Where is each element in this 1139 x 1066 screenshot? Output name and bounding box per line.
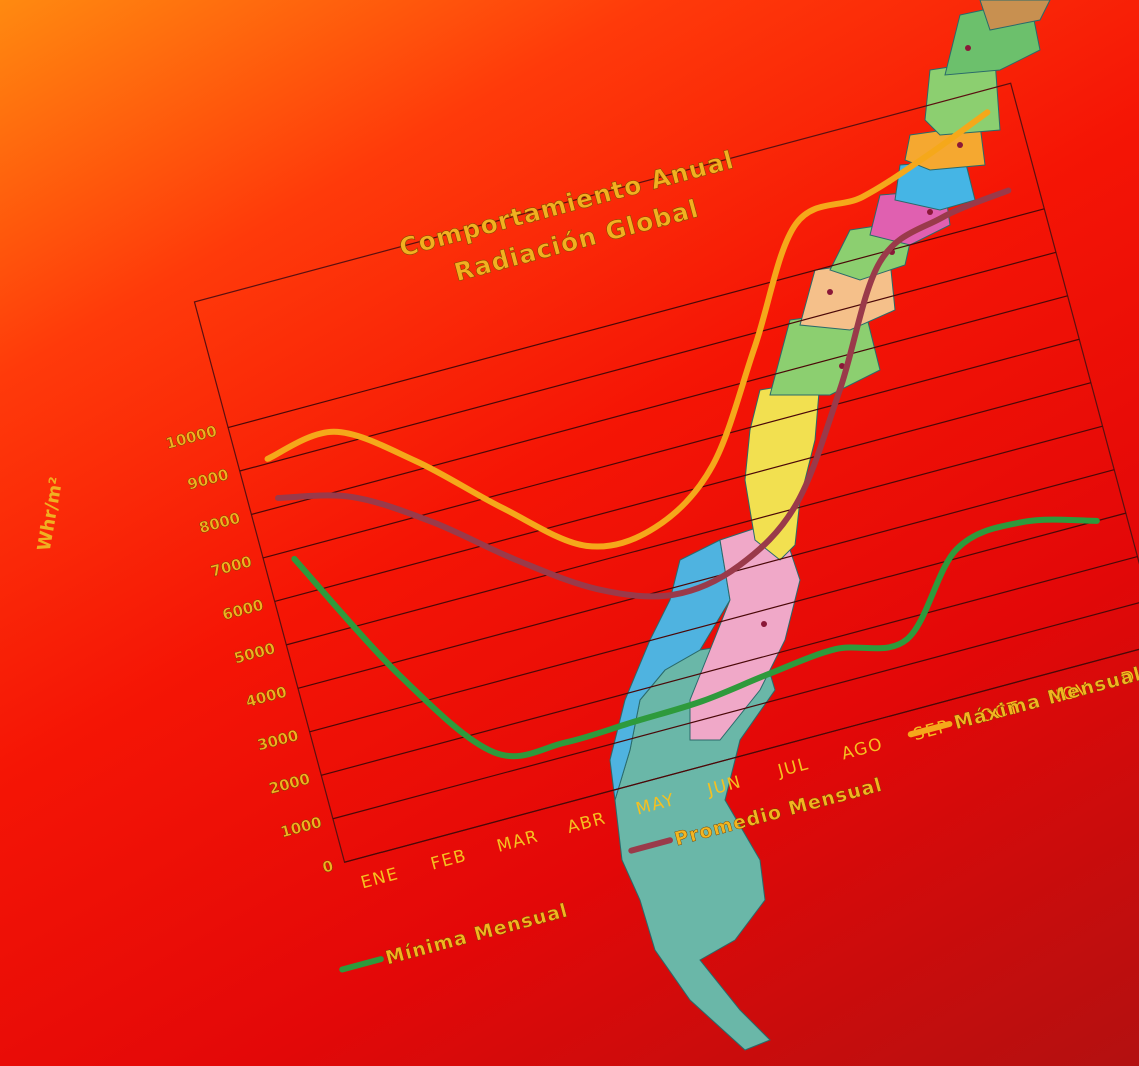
gridline [262, 338, 1080, 559]
y-tick-label: 5000 [232, 639, 277, 667]
map-city-dot [761, 621, 767, 627]
gridline [274, 382, 1092, 602]
x-tick-label: ABR [565, 808, 608, 838]
gridline [286, 425, 1103, 646]
y-tick-label: 9000 [185, 465, 230, 493]
y-tick-label: 8000 [197, 509, 242, 537]
legend-swatch [628, 837, 673, 854]
legend-label: Máxima Mensual [952, 663, 1139, 734]
y-tick-label: 6000 [220, 596, 265, 624]
y-axis-label: Whr/m² [34, 475, 68, 552]
x-tick-label: MAR [495, 826, 541, 856]
series-line-0 [291, 516, 1100, 760]
y-axis-ticks: 0 1000 2000 3000 4000 5000 6000 7000 8000 9000 100… [164, 422, 336, 877]
gridline [239, 251, 1057, 472]
y-tick-label: 3000 [255, 726, 300, 754]
map-city-dot [957, 142, 963, 148]
x-tick-label: JUL [775, 754, 812, 782]
map-city-dot [827, 289, 833, 295]
y-tick-label: 0 [321, 857, 336, 877]
gridline [251, 295, 1068, 516]
map-region-north [979, 0, 1051, 31]
legend-swatch [907, 720, 953, 738]
gridline [297, 469, 1115, 689]
y-tick-label: 1000 [279, 813, 324, 841]
gridline [321, 555, 1138, 776]
gridline [309, 512, 1126, 733]
gridlines [227, 208, 1139, 863]
x-tick-label: ENE [359, 864, 402, 893]
map-city-dot [839, 363, 845, 369]
y-tick-label: 2000 [267, 770, 312, 798]
y-tick-label: 10000 [164, 422, 219, 453]
y-tick-label: 7000 [209, 552, 254, 580]
map-city-dot [927, 209, 933, 215]
y-tick-label: 4000 [244, 683, 289, 711]
map-region-los-lagos [744, 379, 821, 561]
gridline [227, 208, 1045, 429]
series-line-1 [275, 187, 1012, 600]
legend-swatch [339, 956, 384, 973]
gridline [332, 599, 1139, 820]
x-tick-label: FEB [429, 846, 470, 875]
series-line-2 [264, 109, 991, 550]
map-city-dot [965, 45, 971, 51]
x-tick-label: DIC [1119, 661, 1139, 689]
series-lines [264, 109, 1100, 760]
gridline [344, 642, 1139, 863]
x-tick-label: AGO [839, 734, 885, 764]
map-region-aysen [689, 519, 801, 741]
legend-label: Mínima Mensual [383, 899, 570, 969]
chile-regions-map-icon [609, 0, 1051, 1051]
line-chart: 0 1000 2000 3000 4000 5000 6000 7000 8000 9000 100… [164, 82, 1139, 973]
